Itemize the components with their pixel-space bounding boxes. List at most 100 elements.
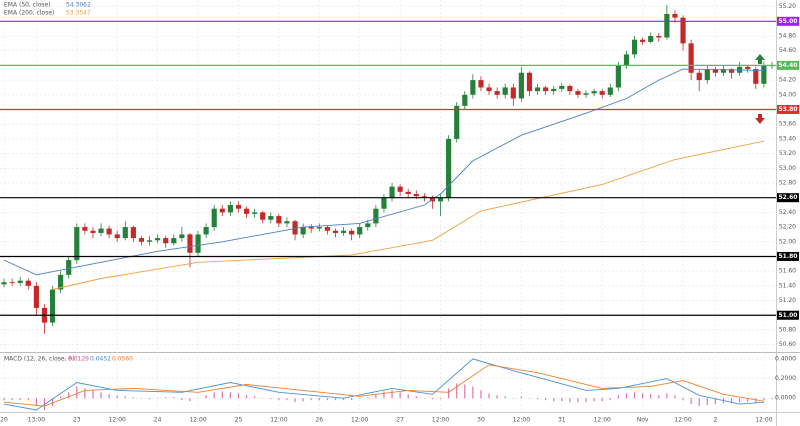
histogram-bar	[278, 398, 280, 401]
histogram-bar	[51, 398, 54, 407]
histogram-bar	[181, 398, 183, 401]
histogram-bar	[561, 398, 563, 402]
level-label: 53.80	[779, 106, 798, 113]
indicator-line	[52, 140, 764, 290]
histogram-bar	[439, 398, 442, 400]
x-tick-label: 12:00	[109, 417, 126, 424]
buy-arrow[interactable]	[755, 54, 765, 64]
candle-body	[1, 282, 7, 285]
candle-body	[761, 65, 767, 84]
histogram-bar	[68, 392, 70, 399]
y-tick-label: 53.00	[779, 165, 796, 172]
histogram-bar	[229, 392, 231, 399]
level-label-box	[777, 251, 799, 261]
x-tick-label: 2	[713, 417, 717, 424]
candle-body	[518, 72, 524, 99]
histogram-bar	[60, 396, 62, 399]
candle-body	[260, 212, 266, 220]
candle-body	[98, 228, 104, 233]
x-tick-label: 12:00	[755, 417, 772, 424]
histogram-bar	[464, 384, 466, 399]
level-label-box	[777, 193, 799, 203]
histogram-bar	[76, 386, 78, 399]
sell-arrow[interactable]	[755, 114, 765, 124]
y-tick-label: 0.4000	[775, 355, 796, 362]
candle-body	[276, 216, 282, 224]
candle-body	[114, 234, 120, 239]
candle-body	[478, 80, 484, 88]
histogram-bar	[763, 398, 765, 401]
x-tick-label: 20	[0, 417, 8, 424]
histogram-bar	[245, 395, 248, 399]
histogram-bar	[19, 398, 21, 401]
histogram-bar	[577, 398, 579, 403]
candle-body	[58, 274, 64, 290]
histogram-bar	[504, 396, 506, 399]
histogram-bar	[270, 398, 272, 400]
y-tick-label: 55.20	[779, 3, 796, 10]
candle-body	[90, 230, 96, 233]
histogram-bar	[480, 390, 482, 399]
candle-body	[510, 87, 516, 99]
histogram-bar	[730, 398, 733, 404]
histogram-bar	[448, 388, 450, 399]
candle-body	[599, 91, 605, 95]
y-tick-label: 50.60	[779, 341, 796, 348]
y-tick-label: 51.20	[779, 297, 796, 304]
legend-value: 53.3547	[66, 10, 91, 17]
candle-body	[332, 230, 339, 233]
histogram-bar	[367, 397, 369, 399]
candle-body	[397, 186, 403, 192]
candle-body	[146, 240, 153, 242]
candle-body	[155, 238, 161, 241]
candle-body	[648, 36, 654, 42]
x-tick-label: 23	[73, 417, 81, 424]
candle-body	[640, 39, 646, 42]
x-tick-label: 27	[396, 417, 404, 424]
y-tick-label: 53.20	[779, 150, 796, 157]
candle-body	[49, 289, 56, 323]
histogram-bar	[739, 398, 741, 403]
candle-body	[9, 282, 15, 283]
candle-body	[235, 205, 242, 209]
histogram-bar	[27, 398, 29, 401]
candle-body	[349, 230, 355, 235]
histogram-bar	[254, 396, 256, 399]
histogram-bar	[205, 395, 207, 399]
x-tick-label: 31	[558, 417, 566, 424]
candle-body	[704, 69, 710, 81]
candle-body	[413, 194, 419, 197]
x-tick-label: 12:00	[674, 417, 691, 424]
histogram-bar	[221, 391, 223, 399]
candle-body	[292, 221, 298, 235]
histogram-bar	[617, 395, 619, 399]
candle-body	[324, 227, 330, 231]
y-tick-label: 0.0000	[775, 395, 796, 402]
x-tick-label: 26	[315, 417, 323, 424]
macd-legend-value: 0.0560	[112, 356, 133, 363]
histogram-bar	[415, 396, 417, 399]
histogram-bar	[658, 395, 660, 399]
histogram-bar	[585, 398, 587, 403]
candle-body	[623, 54, 630, 66]
histogram-bar	[755, 398, 757, 404]
histogram-bar	[165, 397, 167, 399]
candle-body	[340, 230, 347, 233]
candle-body	[720, 69, 727, 73]
histogram-bar	[326, 398, 328, 401]
histogram-bar	[496, 395, 498, 399]
candle-body	[583, 93, 589, 95]
histogram-bar	[294, 398, 296, 403]
candle-body	[672, 13, 678, 18]
candle-body	[437, 197, 444, 202]
candle-body	[357, 227, 363, 235]
candle-body	[534, 87, 541, 92]
histogram-bar	[682, 398, 684, 401]
candle-body	[712, 69, 718, 73]
histogram-bar	[11, 398, 13, 401]
x-tick-label: 24	[154, 417, 162, 424]
candle-body	[171, 238, 177, 244]
candle-body	[526, 72, 533, 92]
y-tick-label: 53.60	[779, 121, 796, 128]
